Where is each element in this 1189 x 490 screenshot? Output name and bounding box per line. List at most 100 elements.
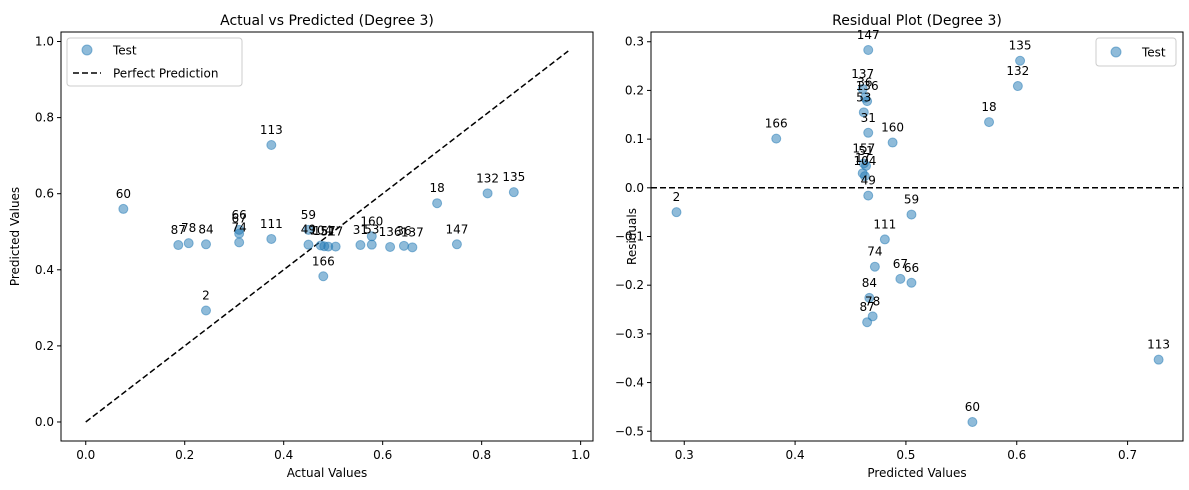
residual-y-tick-label: −0.3 <box>615 327 644 341</box>
residual-y-tick-label: 0.3 <box>625 35 644 49</box>
actual-vs-predicted-point-label-147: 147 <box>445 222 468 236</box>
actual-vs-predicted-y-tick-label: 0.4 <box>35 263 54 277</box>
actual-vs-predicted-point-label-31: 31 <box>353 223 368 237</box>
actual-vs-predicted-point-label-113: 113 <box>260 123 283 137</box>
residual-y-tick-label: 0.0 <box>625 181 644 195</box>
actual-vs-predicted-x-tick-label: 1.0 <box>571 448 590 462</box>
actual-vs-predicted-x-ticks: 0.0 0.2 0.4 0.6 0.8 1.0 <box>76 441 590 462</box>
actual-vs-predicted-x-tick-label: 0.0 <box>76 448 95 462</box>
residual-point-66 <box>906 277 917 288</box>
actual-vs-predicted-point-label-104: 104 <box>309 223 332 237</box>
actual-vs-predicted-point-label-59: 59 <box>301 208 316 222</box>
residual-point-53 <box>858 107 869 118</box>
actual-vs-predicted-point-111 <box>266 233 277 244</box>
residual-point-label-132: 132 <box>1006 64 1029 78</box>
actual-vs-predicted-point-31 <box>355 240 366 251</box>
actual-vs-predicted-point-137 <box>407 242 418 253</box>
residual-x-tick-label: 0.3 <box>675 448 694 462</box>
residual-point-111 <box>879 234 890 245</box>
actual-vs-predicted-x-tick-label: 0.6 <box>373 448 392 462</box>
actual-vs-predicted-y-tick-label: 1.0 <box>35 35 54 49</box>
actual-vs-predicted-legend-test-label: Test <box>112 44 137 58</box>
residual-point-label-84: 84 <box>862 276 877 290</box>
actual-vs-predicted-points <box>118 139 519 316</box>
actual-vs-predicted-point-label-36: 36 <box>396 224 411 238</box>
residual-y-tick-label: 0.2 <box>625 83 644 97</box>
actual-vs-predicted-point-label-132: 132 <box>476 171 499 185</box>
residual-point-label-136: 136 <box>856 79 879 93</box>
residual-point-166 <box>771 133 782 144</box>
actual-vs-predicted-y-tick-label: 0.6 <box>35 187 54 201</box>
residual-x-tick-label: 0.5 <box>896 448 915 462</box>
residual-point-60 <box>967 417 978 428</box>
residual-y-axis-label: Residuals <box>625 208 639 265</box>
residual-point-label-31: 31 <box>861 111 876 125</box>
actual-vs-predicted-y-tick-label: 0.0 <box>35 415 54 429</box>
actual-vs-predicted-point-135 <box>508 187 519 198</box>
residual-y-tick-label: −0.1 <box>615 230 644 244</box>
actual-vs-predicted-y-axis-label: Predicted Values <box>8 187 22 286</box>
actual-vs-predicted-point-147 <box>451 239 462 250</box>
residual-point-label-157: 157 <box>852 141 875 155</box>
residual-point-label-135: 135 <box>1009 39 1032 53</box>
actual-vs-predicted-point-label-136: 136 <box>379 225 402 239</box>
residual-point-label-78: 78 <box>865 294 880 308</box>
actual-vs-predicted-point-60 <box>118 203 129 214</box>
actual-vs-predicted-point-label-17: 17 <box>328 225 343 239</box>
actual-vs-predicted-point-label-137: 137 <box>401 225 424 239</box>
actual-vs-predicted-point-label-74: 74 <box>232 220 247 234</box>
actual-vs-predicted-y-ticks: 0.0 0.2 0.4 0.6 0.8 1.0 <box>35 35 61 429</box>
actual-vs-predicted-point-label-166: 166 <box>312 254 335 268</box>
residual-point-label-36: 36 <box>857 76 872 90</box>
actual-vs-predicted-reference-line <box>85 50 569 423</box>
actual-vs-predicted-point-label-160: 160 <box>360 214 383 228</box>
actual-vs-predicted-legend-box <box>66 37 243 87</box>
actual-vs-predicted-point-label-49: 49 <box>301 223 316 237</box>
residual-point-label-111: 111 <box>873 217 896 231</box>
actual-vs-predicted-point-136 <box>385 241 396 252</box>
residual-legend-box <box>1095 37 1177 67</box>
residual-point-label-87: 87 <box>859 300 874 314</box>
residual-point-label-51: 51 <box>858 144 873 158</box>
residual-x-tick-label: 0.6 <box>1007 448 1026 462</box>
residual-point-label-67: 67 <box>893 257 908 271</box>
residual-title: Residual Plot (Degree 3) <box>832 13 1002 29</box>
residual-point-31 <box>863 127 874 138</box>
residual-point-49 <box>863 190 874 201</box>
residual-point-132 <box>1012 81 1023 92</box>
residual-x-tick-label: 0.4 <box>786 448 805 462</box>
actual-vs-predicted-point-18 <box>432 198 443 209</box>
actual-vs-predicted-axes-frame <box>60 31 594 442</box>
residual-x-ticks: 0.3 0.4 0.5 0.6 0.7 <box>675 441 1137 462</box>
residual-point-104 <box>859 171 870 182</box>
actual-vs-predicted-point-87 <box>173 240 184 251</box>
actual-vs-predicted-reference-lines <box>85 50 569 423</box>
actual-vs-predicted-point-label-67: 67 <box>232 212 247 226</box>
residual-point-147 <box>863 45 874 56</box>
actual-vs-predicted-title: Actual vs Predicted (Degree 3) <box>220 13 434 29</box>
residual-point-59 <box>906 209 917 220</box>
residual-point-label-18: 18 <box>981 100 996 114</box>
actual-vs-predicted-point-label-53: 53 <box>364 223 379 237</box>
residual-x-tick-label: 0.7 <box>1118 448 1137 462</box>
actual-vs-predicted-x-axis-label: Actual Values <box>287 466 368 480</box>
actual-vs-predicted-point-label-18: 18 <box>429 181 444 195</box>
residual-point-label-2: 2 <box>673 190 681 204</box>
actual-vs-predicted-point-label-60: 60 <box>116 187 131 201</box>
residual-y-tick-label: −0.4 <box>615 376 644 390</box>
residual-point-label-137: 137 <box>851 67 874 81</box>
residual-point-label-66: 66 <box>904 261 919 275</box>
actual-vs-predicted-point-2 <box>201 305 212 316</box>
actual-vs-predicted-point-78 <box>183 238 194 249</box>
residual-point-67 <box>895 273 906 284</box>
residual-point-label-60: 60 <box>965 400 980 414</box>
residual-point-135 <box>1015 55 1026 66</box>
actual-vs-predicted-point-label-135: 135 <box>502 170 525 184</box>
actual-vs-predicted-y-tick-label: 0.8 <box>35 111 54 125</box>
actual-vs-predicted-point-17 <box>330 241 341 252</box>
residual-point-label-160: 160 <box>881 121 904 135</box>
